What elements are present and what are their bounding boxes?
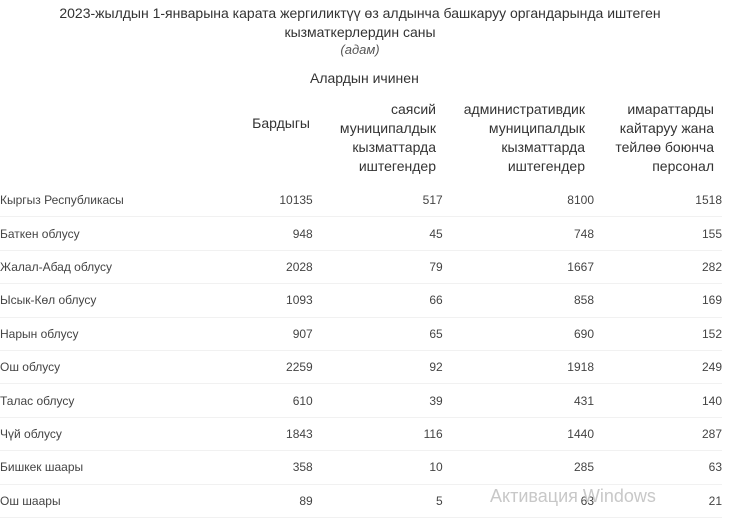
region-name: Ош шаары [0,484,209,518]
total-value: 1093 [208,283,313,318]
political-value: 79 [312,250,443,285]
windows-activation-watermark: Активация Windows [490,486,656,506]
maintenance-value: 282 [594,250,722,285]
region-name: Баткен облусу [0,216,209,251]
political-value: 66 [312,283,443,318]
political-value: 45 [312,216,443,251]
administrative-value: 1440 [442,417,594,452]
region-name: Жалал-Абад облусу [0,250,209,285]
data-table: Кыргыз Республикасы 10135 517 8100 1518 … [0,184,722,518]
political-value: 116 [312,417,443,452]
column-header-administrative: административдик муниципалдык кызматтард… [440,100,585,176]
total-value: 89 [208,484,313,518]
column-header-total-label: Бардыгы [252,115,310,131]
table-row: Нарын облусу 907 65 690 152 [0,317,722,351]
column-header-maintenance-line: кайтаруу жана [619,120,714,136]
column-header-administrative-line: муниципалдык [488,120,585,136]
total-value: 1843 [208,417,313,452]
column-header-total: Бардыгы [230,114,310,133]
administrative-value: 858 [442,283,594,318]
column-header-political-line: кызматтарда [352,139,436,155]
total-value: 2028 [208,250,313,285]
unit-label: (адам) [340,42,380,57]
political-value: 10 [312,450,443,485]
maintenance-value: 249 [594,350,722,385]
administrative-value: 1918 [442,350,594,385]
region-name: Талас облусу [0,383,209,418]
table-title-line1: 2023-жылдын 1-январына карата жергиликтү… [59,5,661,21]
political-value: 92 [312,350,443,385]
maintenance-value: 63 [594,450,722,485]
total-value: 358 [208,450,313,485]
maintenance-value: 155 [594,216,722,251]
table-title-line2: кызматкерлердин саны [284,24,436,40]
column-header-maintenance-line: имараттарды [627,101,714,117]
region-name: Ысык-Көл облусу [0,283,209,318]
column-header-political-line: муниципалдык [339,120,436,136]
column-header-maintenance-line: тейлөө боюнча [615,139,714,155]
political-value: 5 [312,484,443,518]
column-header-political: саясий муниципалдык кызматтарда иштегенд… [300,100,436,176]
political-value: 39 [312,383,443,418]
column-header-administrative-line: административдик [463,101,585,117]
column-header-administrative-line: иштегендер [507,158,585,174]
maintenance-value: 140 [594,383,722,418]
region-name: Нарын облусу [0,317,209,351]
table-title: 2023-жылдын 1-январына карата жергиликтү… [0,4,720,42]
total-value: 907 [208,317,313,351]
group-header: Алардын ичинен [310,70,419,86]
region-name: Бишкек шаары [0,450,209,485]
region-name: Чүй облусу [0,417,209,452]
maintenance-value: 152 [594,317,722,351]
table-row: Талас облусу 610 39 431 140 [0,383,722,418]
maintenance-value: 287 [594,417,722,452]
political-value: 65 [312,317,443,351]
region-name: Кыргыз Республикасы [0,184,209,218]
total-value: 948 [208,216,313,251]
table-row: Ысык-Көл облусу 1093 66 858 169 [0,283,722,318]
column-header-political-line: иштегендер [358,158,436,174]
total-value: 10135 [208,184,313,218]
column-header-maintenance-line: персонал [652,158,714,174]
table-row: Кыргыз Республикасы 10135 517 8100 1518 [0,184,722,218]
table-row: Баткен облусу 948 45 748 155 [0,216,722,251]
maintenance-value: 1518 [594,184,722,218]
administrative-value: 748 [442,216,594,251]
administrative-value: 285 [442,450,594,485]
table-row: Бишкек шаары 358 10 285 63 [0,450,722,485]
table-row: Ош облусу 2259 92 1918 249 [0,350,722,385]
administrative-value: 431 [442,383,594,418]
column-header-political-line: саясий [390,101,436,117]
column-header-maintenance: имараттарды кайтаруу жана тейлөө боюнча … [590,100,714,176]
total-value: 2259 [208,350,313,385]
administrative-value: 1667 [442,250,594,285]
column-header-administrative-line: кызматтарда [501,139,585,155]
table-row: Жалал-Абад облусу 2028 79 1667 282 [0,250,722,285]
table-row: Чүй облусу 1843 116 1440 287 [0,417,722,452]
administrative-value: 690 [442,317,594,351]
region-name: Ош облусу [0,350,209,385]
maintenance-value: 169 [594,283,722,318]
administrative-value: 8100 [442,184,594,218]
total-value: 610 [208,383,313,418]
political-value: 517 [312,184,443,218]
